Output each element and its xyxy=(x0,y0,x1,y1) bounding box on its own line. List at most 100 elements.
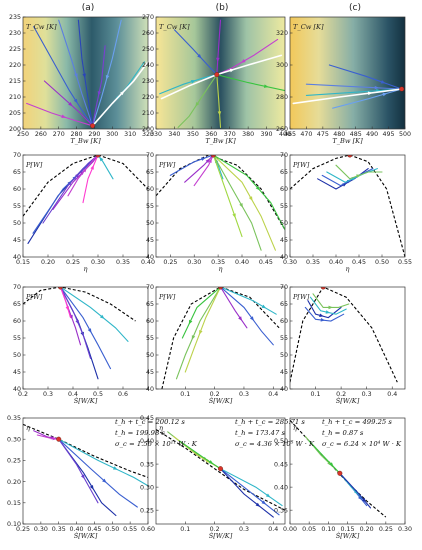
y-tick-label-c4-1: 0.40 xyxy=(274,484,288,491)
annotation-c-line1: t_h + t_c = 499.25 s xyxy=(322,418,392,426)
x-axis-label-a1: T_Bw [K] xyxy=(70,137,101,145)
y-axis-label-a1: T_Cw [K] xyxy=(26,23,57,31)
envelope-curve-a2 xyxy=(23,155,148,217)
annotation-b-line3: σ_c = 4.36 × 10⁵ W · K xyxy=(235,440,315,448)
background-field-c1 xyxy=(290,17,405,129)
y-tick-label-a4-4: 0.30 xyxy=(7,436,21,443)
trajectory-a3-5 xyxy=(59,287,72,319)
fixed-point-a2 xyxy=(95,155,101,158)
trajectory-arrow-b2-7 xyxy=(232,213,236,219)
y-axis-label-c4: η xyxy=(293,424,297,432)
trajectory-c1-3 xyxy=(332,88,403,109)
x-axis-label-a4: Ṡ[W/K] xyxy=(74,531,98,540)
plot-area-a2 xyxy=(23,155,148,244)
axes-frame-b1 xyxy=(155,16,286,130)
y-tick-label-c3-2: 50 xyxy=(280,352,288,359)
x-tick-label-c4-0: 0.00 xyxy=(283,526,297,533)
trajectory-b1-5 xyxy=(216,74,222,128)
y-tick-label-b1-0: 200 xyxy=(142,126,154,133)
y-tick-label-c1-2: 300 xyxy=(276,62,288,69)
y-tick-label-a3-3: 55 xyxy=(13,335,21,342)
trajectory-arrow-b3-2 xyxy=(188,319,193,325)
fixed-point-b1 xyxy=(214,72,220,78)
plot-area-c2 xyxy=(290,155,405,257)
trajectory-arrow-b1-1 xyxy=(216,57,220,63)
axes-frame-a1 xyxy=(22,16,149,130)
y-tick-label-b2-1: 45 xyxy=(146,237,154,244)
y-tick-label-b3-4: 60 xyxy=(146,318,154,325)
y-tick-label-b1-4: 240 xyxy=(142,62,154,69)
x-tick-label-a2-0: 0.15 xyxy=(16,259,30,266)
trajectory-arrow-b4-3 xyxy=(261,500,267,505)
trajectory-arrow-b2-5 xyxy=(248,196,253,201)
x-tick-label-a1-0: 250 xyxy=(17,131,29,138)
trajectory-arrow-c2-3 xyxy=(356,174,361,178)
x-tick-label-a3-3: 0.5 xyxy=(93,391,103,398)
trajectory-c1-1 xyxy=(305,83,403,90)
x-tick-label-c4-1: 0.05 xyxy=(302,526,316,533)
trajectory-arrow-a4-1 xyxy=(102,478,107,483)
y-tick-label-a4-3: 0.25 xyxy=(7,458,21,465)
plot-area-b1 xyxy=(156,17,285,129)
y-tick-label-b2-5: 65 xyxy=(146,169,154,176)
annotation-a-line1: t_h + t_c = 200.12 s xyxy=(115,418,185,426)
trajectory-b4-5 xyxy=(219,468,283,507)
trajectory-arrow-a1-3 xyxy=(105,75,110,80)
trajectory-arrow-a3-2 xyxy=(75,319,79,325)
x-axis-label-b2: η xyxy=(219,265,223,273)
column-title-c: (c) xyxy=(349,3,361,13)
y-tick-label-c1-1: 280 xyxy=(276,94,288,101)
trajectory-arrow-b1-6 xyxy=(263,84,269,88)
trajectory-arrow-a2-6 xyxy=(99,156,104,162)
y-tick-label-c2-0: 40 xyxy=(280,254,288,261)
y-tick-label-a1-5: 225 xyxy=(9,46,21,53)
x-tick-label-c4-2: 0.10 xyxy=(321,526,335,533)
x-tick-label-a3-1: 0.3 xyxy=(43,391,53,398)
y-tick-label-b3-1: 45 xyxy=(146,369,154,376)
y-axis-label-c2: P[W] xyxy=(292,161,310,169)
trajectory-arrow-b4-4 xyxy=(255,502,261,507)
x-tick-label-b1-7: 400 xyxy=(279,131,291,138)
trajectory-b3-4 xyxy=(219,287,248,329)
y-tick-label-c2-5: 65 xyxy=(280,169,288,176)
trajectory-c3-0 xyxy=(307,300,342,319)
trajectory-b4-3 xyxy=(219,468,280,516)
x-tick-label-a1-1: 260 xyxy=(35,131,47,138)
y-tick-label-b2-6: 70 xyxy=(146,152,154,159)
axes-frame-c1 xyxy=(289,16,406,130)
y-axis-label-b1: T_Cw [K] xyxy=(159,23,190,31)
x-tick-label-a3-4: 0.6 xyxy=(118,391,128,398)
panel-c2: 0.30 0.35 0.40 0.45 0.50 0.55 40 45 50 55 60 65 70 η P… xyxy=(280,152,412,273)
plot-area-c4 xyxy=(290,419,387,518)
trajectory-b2-5 xyxy=(212,155,276,251)
trajectory-arrow-b3-1 xyxy=(199,330,203,335)
trajectory-arrow-a1-1 xyxy=(74,73,78,79)
trajectory-arrow-a2-5 xyxy=(90,165,94,170)
trajectory-c4-1 xyxy=(308,440,341,474)
trajectory-arrow-c3-3 xyxy=(328,305,333,310)
x-tick-label-c3-1: 0.2 xyxy=(336,391,346,398)
trajectory-arrow-c1-4 xyxy=(367,91,373,96)
annotation-a-line3: σ_c = 1.56 × 10¹¹ W · K xyxy=(115,440,198,448)
x-tick-label-c1-1: 470 xyxy=(300,131,312,138)
background-field-a1 xyxy=(23,17,148,129)
trajectory-a1-0 xyxy=(33,26,94,127)
trajectory-arrow-a1-5 xyxy=(61,114,67,118)
trajectory-arrow-b2-6 xyxy=(255,186,261,191)
envelope-curve-a3 xyxy=(23,287,136,322)
axes-frame-b3 xyxy=(155,286,286,390)
trajectory-arrow-c4-4 xyxy=(361,498,367,503)
y-tick-label-b3-2: 50 xyxy=(146,352,154,359)
y-tick-label-c2-1: 45 xyxy=(280,237,288,244)
envelope-curve-a4 xyxy=(23,423,148,478)
trajectory-b2-1 xyxy=(184,155,214,183)
y-axis-label-b4: η xyxy=(159,424,163,432)
trajectory-arrow-c4-3 xyxy=(354,489,359,495)
y-tick-label-c4-2: 0.45 xyxy=(274,461,288,468)
trajectory-c1-0 xyxy=(328,64,403,90)
x-tick-label-b3-3: 0.4 xyxy=(268,391,278,398)
y-tick-label-b1-1: 210 xyxy=(142,110,154,117)
x-tick-label-a2-5: 0.40 xyxy=(141,259,155,266)
trajectory-arrow-b4-5 xyxy=(265,493,271,498)
x-tick-label-b1-4: 370 xyxy=(224,131,236,138)
